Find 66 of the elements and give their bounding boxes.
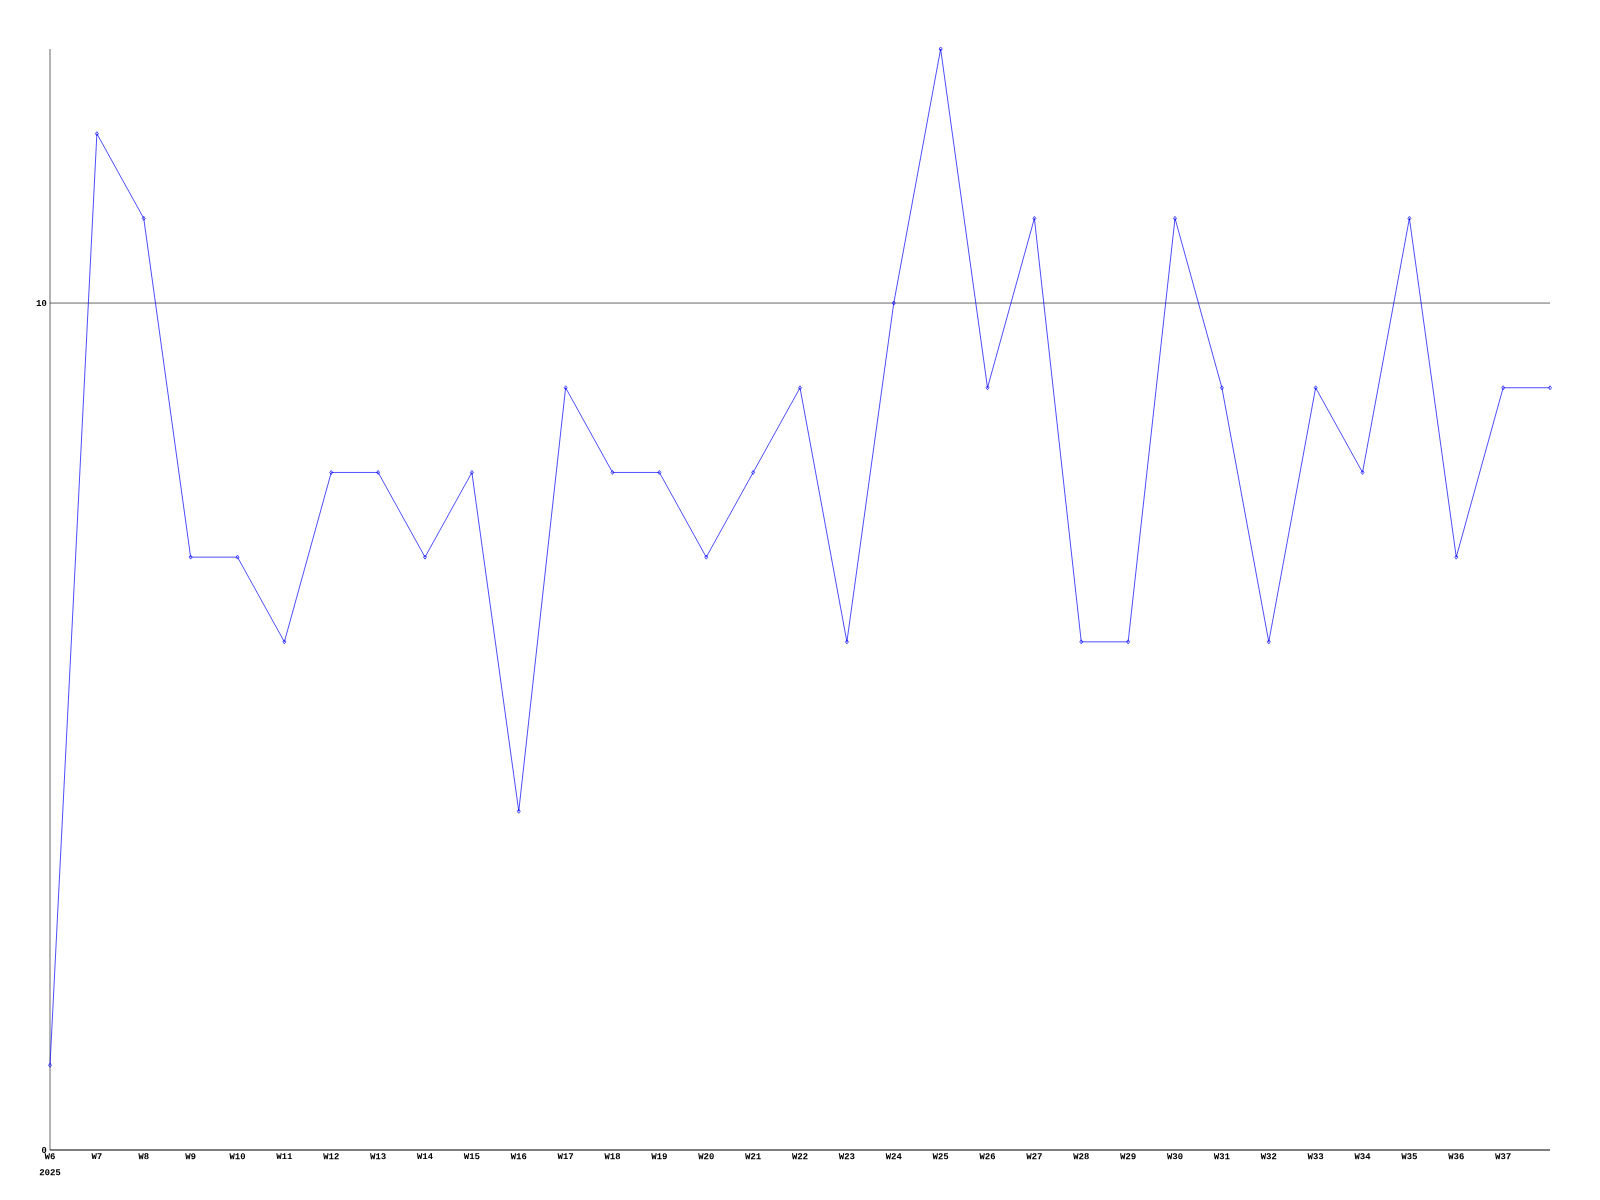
point xyxy=(376,470,380,475)
point xyxy=(516,808,521,814)
point xyxy=(610,470,615,475)
point xyxy=(891,300,896,306)
x-tick-label: W30 xyxy=(1166,1153,1183,1160)
x-tick-label: W24 xyxy=(885,1153,902,1160)
point xyxy=(1220,385,1224,391)
point xyxy=(1173,216,1177,221)
x-tick-label: W8 xyxy=(138,1153,149,1160)
point xyxy=(704,554,709,560)
point xyxy=(141,216,146,221)
x-tick-label: W13 xyxy=(370,1153,386,1160)
point xyxy=(751,470,755,475)
point xyxy=(1266,639,1271,645)
x-tick-label: W25 xyxy=(932,1153,949,1160)
x-tick-label: W6 xyxy=(44,1153,55,1160)
point xyxy=(1032,216,1037,221)
x-tick-label: W14 xyxy=(416,1153,433,1160)
text: 2025 xyxy=(39,1169,61,1176)
x-tick-label: W10 xyxy=(229,1153,246,1160)
point xyxy=(1454,554,1459,560)
x-tick-label: W9 xyxy=(185,1153,196,1160)
point xyxy=(1407,216,1412,221)
x-tick-label: W26 xyxy=(979,1153,996,1160)
point xyxy=(188,554,193,560)
x-tick-label: W20 xyxy=(698,1153,714,1160)
point xyxy=(329,470,334,475)
x-tick-label: W19 xyxy=(651,1153,667,1160)
x-tick-label: W29 xyxy=(1120,1153,1136,1160)
point xyxy=(1360,470,1365,475)
y-tick-label: 0 xyxy=(41,1146,47,1154)
x-tick-label: W35 xyxy=(1401,1153,1418,1160)
point xyxy=(985,385,990,391)
x-tick-label: W21 xyxy=(745,1153,761,1160)
x-tick-label: W16 xyxy=(510,1153,527,1160)
point xyxy=(798,385,802,391)
x-tick-label: W32 xyxy=(1260,1153,1277,1160)
x-tick-label: W27 xyxy=(1026,1153,1042,1160)
x-tick-label: W28 xyxy=(1073,1153,1089,1160)
point xyxy=(1079,639,1084,645)
x-tick-label: W31 xyxy=(1213,1153,1230,1160)
x-tick-label: W34 xyxy=(1354,1153,1371,1160)
point xyxy=(1126,639,1130,645)
x-tick-label: W36 xyxy=(1448,1153,1464,1160)
point xyxy=(423,554,427,560)
x-tick-label: W17 xyxy=(557,1153,574,1160)
point xyxy=(1313,385,1318,391)
point xyxy=(95,131,99,137)
x-tick-label: W15 xyxy=(463,1153,480,1160)
x-tick-label: W11 xyxy=(276,1153,293,1160)
point xyxy=(938,46,943,52)
x-tick-label: W18 xyxy=(604,1153,621,1160)
point xyxy=(1501,385,1505,391)
point xyxy=(563,385,568,391)
point xyxy=(657,470,662,475)
point xyxy=(845,639,849,645)
x-tick-label: W23 xyxy=(838,1153,855,1160)
point xyxy=(282,639,287,645)
x-tick-label: W22 xyxy=(791,1153,808,1160)
point xyxy=(235,554,240,560)
x-tick-label: W33 xyxy=(1307,1153,1324,1160)
x-tick-label: W37 xyxy=(1495,1153,1511,1160)
x-tick-label: W12 xyxy=(323,1153,339,1160)
x-tick-label: W7 xyxy=(91,1153,102,1160)
point xyxy=(470,470,474,475)
y-tick-label: 10 xyxy=(36,300,47,307)
